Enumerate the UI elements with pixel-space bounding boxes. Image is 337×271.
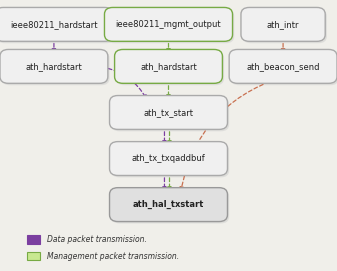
- FancyBboxPatch shape: [110, 141, 227, 176]
- Text: ath_hal_txstart: ath_hal_txstart: [133, 200, 204, 209]
- FancyBboxPatch shape: [0, 50, 108, 83]
- FancyBboxPatch shape: [110, 96, 227, 130]
- Text: ath_hardstart: ath_hardstart: [140, 62, 197, 71]
- Text: ath_beacon_send: ath_beacon_send: [246, 62, 320, 71]
- Text: ieee80211_mgmt_output: ieee80211_mgmt_output: [116, 20, 221, 29]
- FancyBboxPatch shape: [27, 252, 40, 260]
- Text: ath_tx_start: ath_tx_start: [144, 108, 193, 117]
- FancyBboxPatch shape: [116, 51, 224, 85]
- FancyBboxPatch shape: [2, 51, 110, 85]
- FancyBboxPatch shape: [115, 50, 222, 83]
- FancyBboxPatch shape: [0, 7, 113, 41]
- FancyBboxPatch shape: [243, 9, 327, 43]
- FancyBboxPatch shape: [241, 7, 325, 41]
- Text: Data packet transmission.: Data packet transmission.: [47, 235, 146, 244]
- FancyBboxPatch shape: [106, 9, 234, 43]
- Text: ath_hardstart: ath_hardstart: [26, 62, 82, 71]
- Text: Management packet transmission.: Management packet transmission.: [47, 251, 179, 261]
- FancyBboxPatch shape: [229, 50, 337, 83]
- FancyBboxPatch shape: [231, 51, 337, 85]
- Text: ath_tx_txqaddbuf: ath_tx_txqaddbuf: [132, 154, 205, 163]
- FancyBboxPatch shape: [0, 9, 115, 43]
- Text: ath_intr: ath_intr: [267, 20, 299, 29]
- FancyBboxPatch shape: [27, 235, 40, 244]
- FancyBboxPatch shape: [111, 190, 229, 223]
- FancyBboxPatch shape: [110, 188, 227, 222]
- Text: ieee80211_hardstart: ieee80211_hardstart: [10, 20, 98, 29]
- FancyBboxPatch shape: [111, 98, 229, 131]
- FancyBboxPatch shape: [104, 7, 233, 41]
- FancyBboxPatch shape: [111, 144, 229, 178]
